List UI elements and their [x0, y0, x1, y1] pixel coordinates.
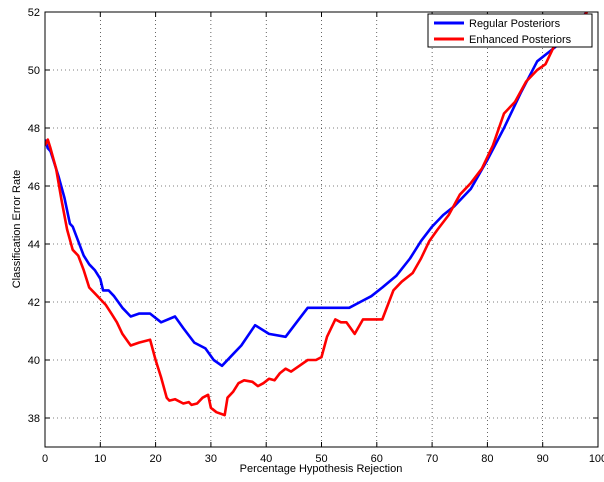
y-tick-label: 44 — [28, 239, 40, 251]
x-tick-label: 20 — [149, 453, 161, 465]
x-tick-label: 10 — [94, 453, 106, 465]
x-tick-label: 100 — [589, 453, 604, 465]
series-layer — [45, 12, 588, 417]
grid-lines — [45, 12, 598, 447]
y-tick-label: 50 — [28, 65, 40, 77]
y-tick-label: 38 — [28, 413, 40, 425]
y-tick-label: 42 — [28, 297, 40, 309]
plot-background — [45, 12, 598, 447]
y-tick-label: 48 — [28, 123, 40, 135]
x-tick-label: 80 — [481, 453, 493, 465]
y-tick-label: 46 — [28, 181, 40, 193]
legend-box — [427, 13, 593, 48]
x-tick-label: 70 — [426, 453, 438, 465]
x-axis-title: Percentage Hypothesis Rejection — [240, 463, 403, 475]
legend-label-enhanced-posteriors: Enhanced Posteriors — [469, 34, 572, 46]
y-tick-label: 52 — [28, 7, 40, 19]
x-tick-label: 50 — [315, 453, 327, 465]
legend-label-regular-posteriors: Regular Posteriors — [469, 18, 561, 30]
series-line-regular-posteriors — [45, 12, 588, 368]
x-tick-label: 30 — [205, 453, 217, 465]
y-tick-label: 40 — [28, 355, 40, 367]
legend: Regular Posteriors Enhanced Posteriors — [427, 13, 593, 48]
x-tick-label: 0 — [42, 453, 48, 465]
x-tick-label: 90 — [537, 453, 549, 465]
x-tick-label: 40 — [260, 453, 272, 465]
x-tick-label: 60 — [371, 453, 383, 465]
axis-ticks: 0 10 20 30 40 50 60 70 80 90 100 38 40 42 44 46 48 50 52 — [28, 7, 604, 465]
y-axis-title: Classification Error Rate — [11, 170, 23, 289]
series-line-enhanced-posteriors — [45, 12, 588, 417]
